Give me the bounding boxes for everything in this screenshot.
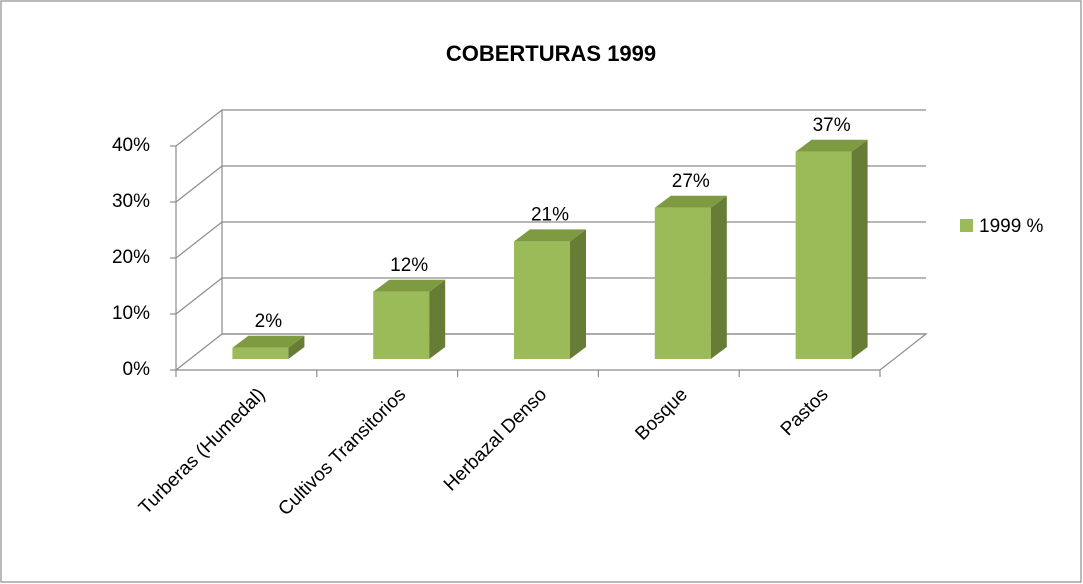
legend-label: 1999 % xyxy=(979,216,1044,237)
data-label: 27% xyxy=(672,171,710,192)
y-tick-label: 20% xyxy=(112,247,150,268)
bar xyxy=(373,279,446,359)
bar-front xyxy=(232,347,289,359)
grid-line xyxy=(175,109,926,147)
bar-top xyxy=(795,139,868,152)
legend-swatch xyxy=(960,219,973,232)
y-tick-label: 0% xyxy=(123,359,151,380)
bar xyxy=(232,335,305,359)
bar-side xyxy=(710,195,727,359)
bar-top xyxy=(654,195,727,208)
bar xyxy=(795,139,868,359)
y-tick-label: 30% xyxy=(112,191,150,212)
bar-front xyxy=(514,241,570,359)
bar-top xyxy=(514,229,586,242)
data-label: 21% xyxy=(531,204,569,225)
bar-front xyxy=(654,207,711,359)
grid-line xyxy=(175,165,926,203)
bar-side xyxy=(570,229,586,359)
bar xyxy=(514,229,586,359)
bar-front xyxy=(373,291,430,359)
bar-top xyxy=(373,279,446,292)
data-label: 2% xyxy=(255,311,283,332)
data-label: 37% xyxy=(813,115,851,136)
bar-side xyxy=(288,335,305,359)
chart-title: COBERTURAS 1999 xyxy=(446,41,656,66)
bar-top xyxy=(232,335,305,348)
data-label: 12% xyxy=(390,255,428,276)
y-tick-label: 10% xyxy=(112,303,150,324)
bar xyxy=(654,195,727,359)
bar-side xyxy=(429,279,446,359)
bar-front xyxy=(795,151,852,359)
y-tick-label: 40% xyxy=(112,135,150,156)
bar-side xyxy=(851,139,868,359)
